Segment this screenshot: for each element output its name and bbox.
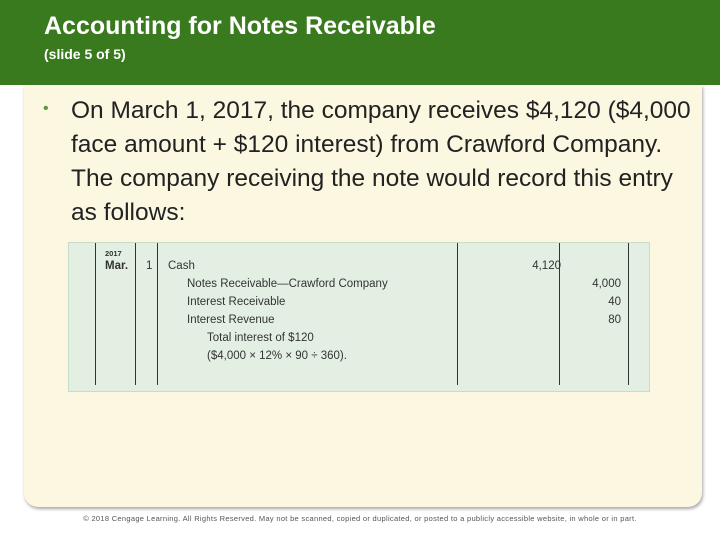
slide-subtitle: (slide 5 of 5) [44,46,126,62]
bullet-icon: • [43,100,49,117]
column-divider [628,243,629,385]
journal-day: 1 [146,260,153,272]
column-divider [157,243,158,385]
journal-account: Cash [168,260,195,272]
journal-entry-table: 2017 Mar. 1 Cash 4,120 Notes Receivable—… [68,242,650,392]
journal-credit: 80 [608,314,621,326]
journal-month: Mar. [105,260,129,272]
journal-explanation: ($4,000 × 12% × 90 ÷ 360). [207,350,347,362]
slide-title: Accounting for Notes Receivable [44,12,436,40]
column-divider [95,243,96,385]
column-divider [559,243,560,385]
journal-account: Notes Receivable—Crawford Company [187,278,388,290]
journal-account: Interest Revenue [187,314,275,326]
column-divider [135,243,136,385]
journal-credit: 40 [608,296,621,308]
journal-account: Interest Receivable [187,296,286,308]
journal-explanation: Total interest of $120 [207,332,314,344]
copyright-footer: © 2018 Cengage Learning. All Rights Rese… [83,514,637,523]
bullet-text: On March 1, 2017, the company receives $… [71,97,691,226]
journal-debit: 4,120 [532,260,561,272]
journal-year: 2017 [105,249,122,258]
slide-header: Accounting for Notes Receivable (slide 5… [0,0,720,85]
journal-credit: 4,000 [592,278,621,290]
column-divider [457,243,458,385]
